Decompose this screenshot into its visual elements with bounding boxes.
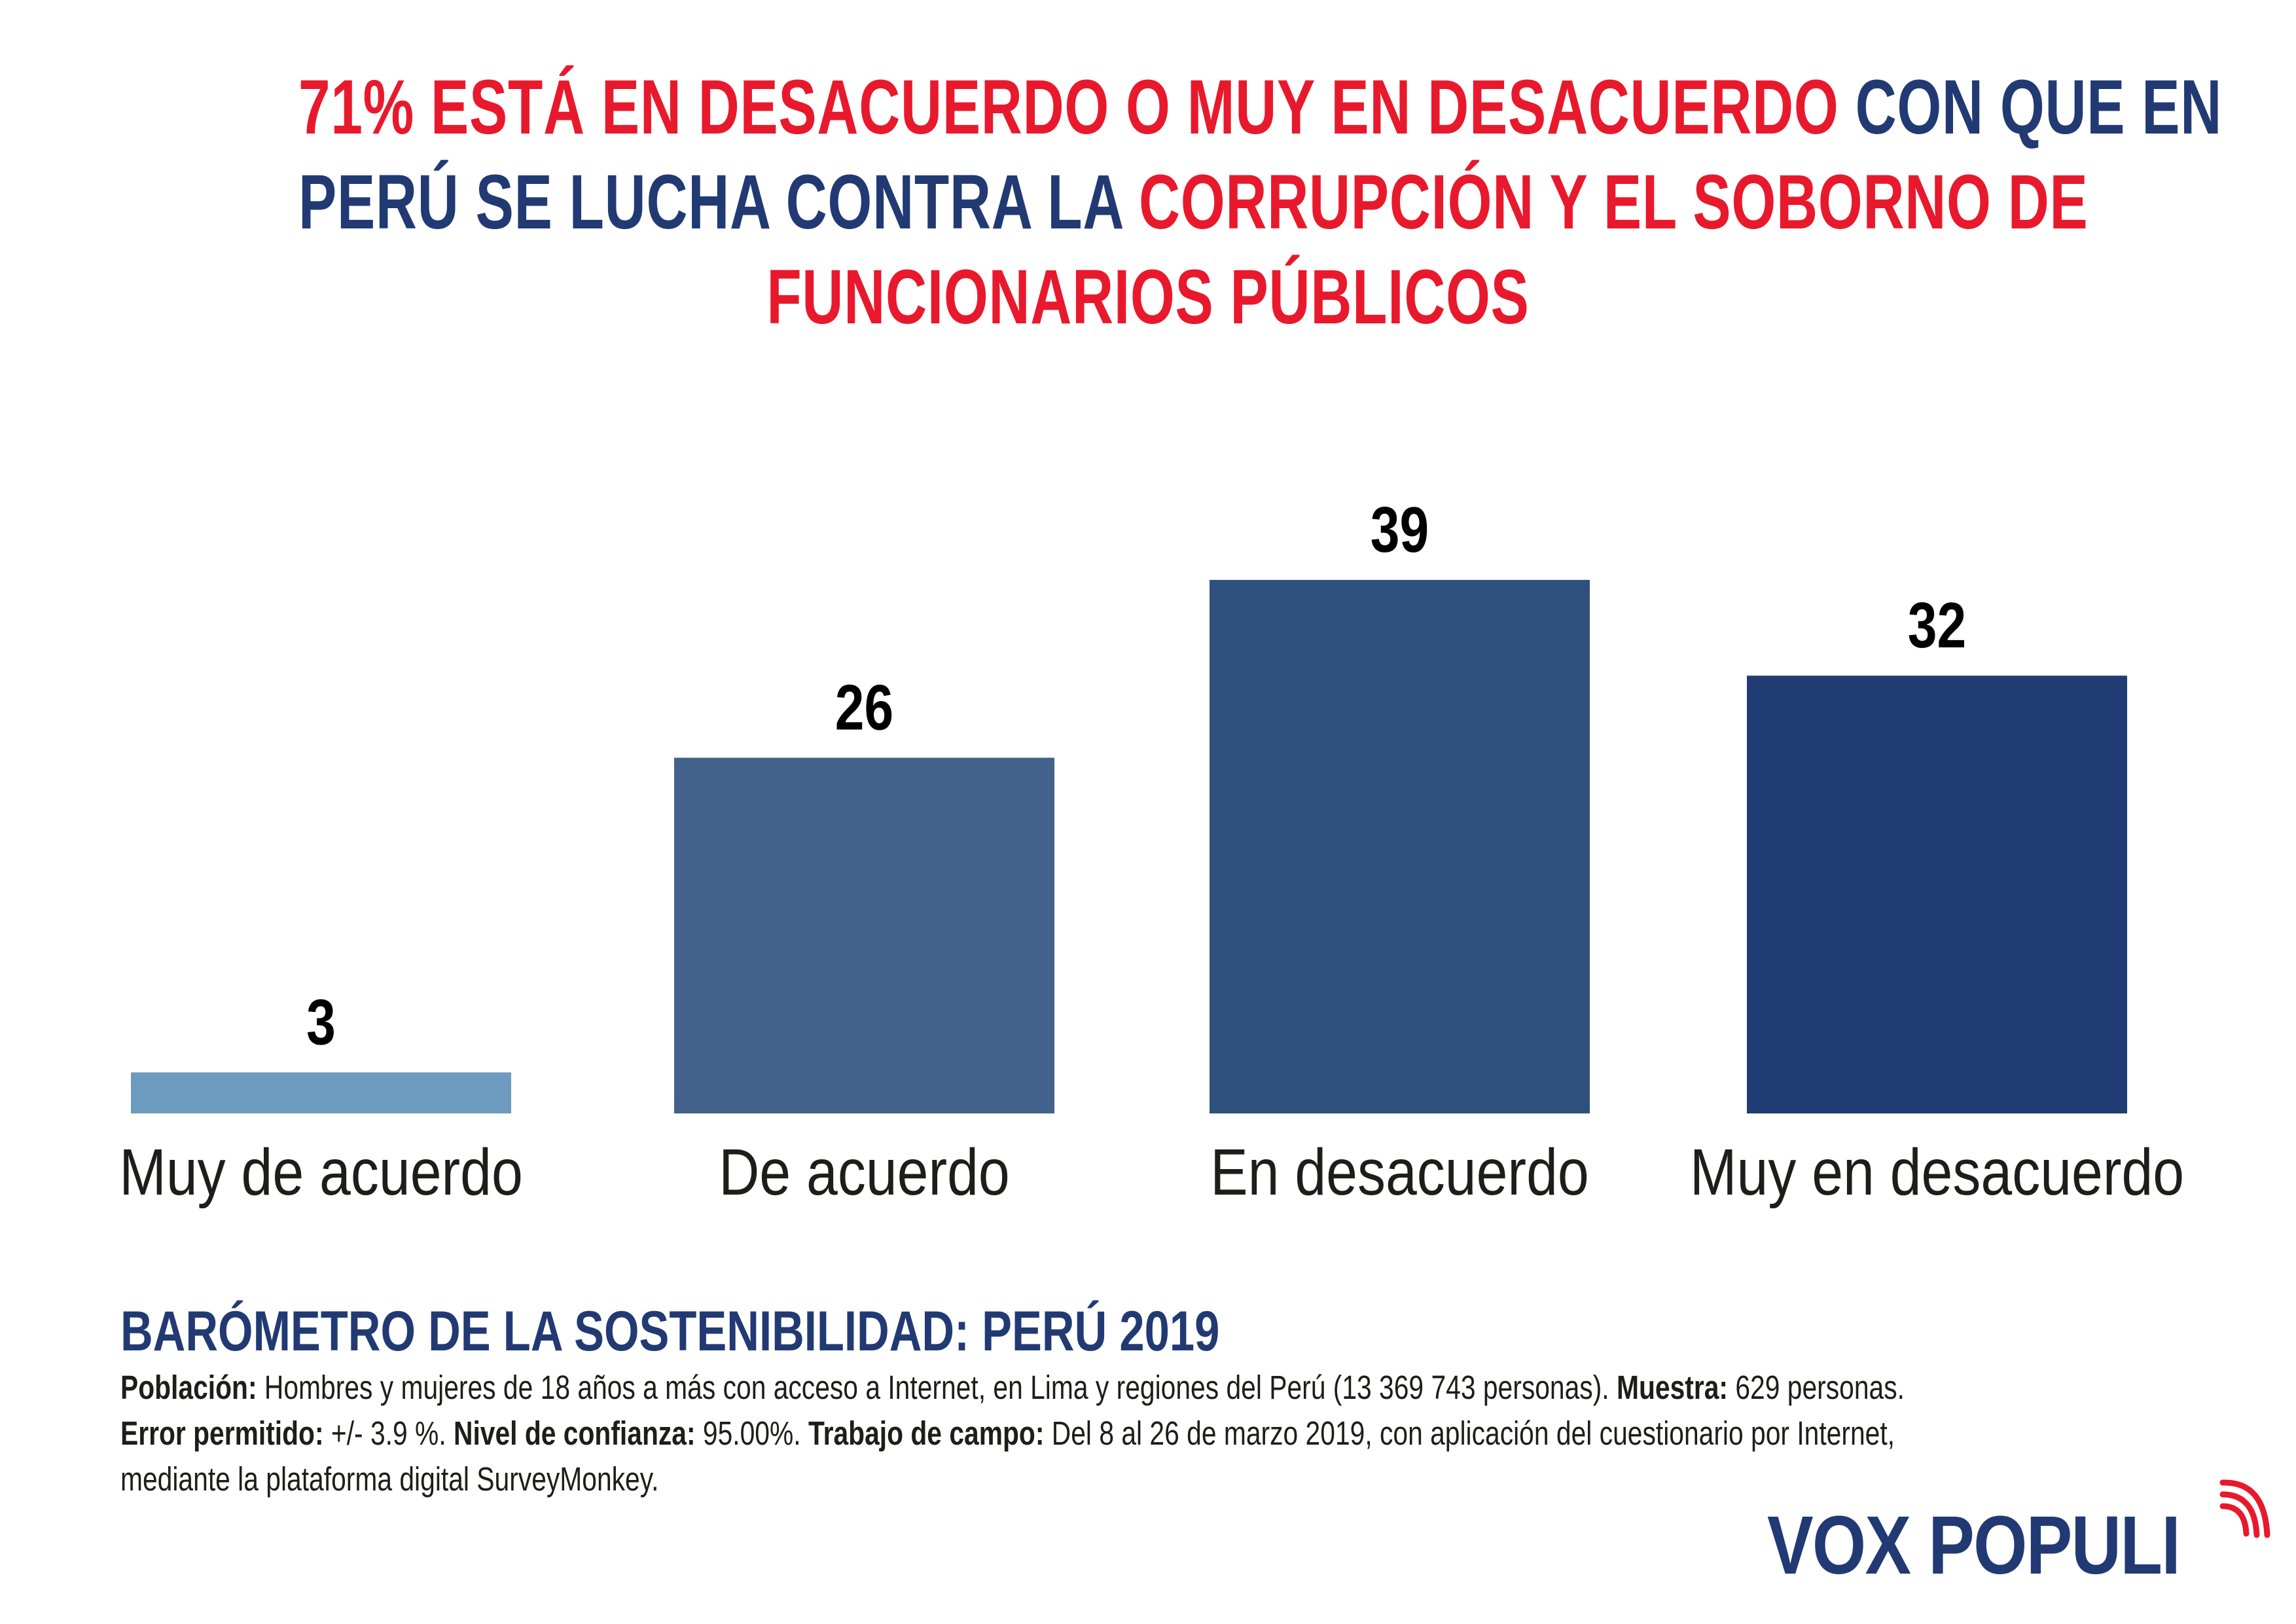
bar-muy-de-acuerdo bbox=[131, 1072, 511, 1113]
value-labels-group: 3 26 39 32 bbox=[306, 494, 1966, 1058]
value-trabajo-campo: Del 8 al 26 de marzo 2019, con aplicació… bbox=[1044, 1415, 1895, 1452]
title-line-3: FUNCIONARIOS PÚBLICOS bbox=[298, 250, 1998, 345]
bar-chart: 3 26 39 32 Muy de acuerdo De acuerdo En desac… bbox=[119, 494, 2184, 1209]
label-muestra: Muestra: bbox=[1616, 1369, 1729, 1406]
bars-group bbox=[131, 579, 2127, 1113]
value-muestra: 629 personas. bbox=[1728, 1369, 1905, 1406]
signal-waves-icon bbox=[2219, 1479, 2270, 1538]
title-line-1: 71% ESTÁ EN DESACUERDO O MUY EN DESACUER… bbox=[298, 60, 2221, 155]
value-label: 32 bbox=[1908, 590, 1966, 661]
chart-title: 71% ESTÁ EN DESACUERDO O MUY EN DESACUER… bbox=[0, 60, 2296, 345]
value-label: 3 bbox=[306, 986, 336, 1058]
title-segment: FUNCIONARIOS PÚBLICOS bbox=[766, 254, 1530, 340]
label-trabajo-campo: Trabajo de campo: bbox=[808, 1415, 1045, 1452]
bar-muy-en-desacuerdo bbox=[1747, 676, 2127, 1113]
category-label: Muy en desacuerdo bbox=[1690, 1136, 2184, 1209]
category-label: En desacuerdo bbox=[1210, 1136, 1588, 1209]
value-label: 39 bbox=[1371, 494, 1429, 565]
category-label: Muy de acuerdo bbox=[119, 1136, 523, 1209]
title-segment: CORRUPCIÓN Y EL SOBORNO DE bbox=[1138, 159, 2089, 245]
title-line-2: PERÚ SE LUCHA CONTRA LA CORRUPCIÓN Y EL … bbox=[298, 155, 2088, 250]
value-confianza: 95.00%. bbox=[695, 1415, 808, 1452]
survey-methodology: Población: Hombres y mujeres de 18 años … bbox=[120, 1365, 2215, 1502]
category-label: De acuerdo bbox=[719, 1136, 1010, 1209]
logo-text: VOX POPULI bbox=[1767, 1499, 2181, 1591]
label-poblacion: Población: bbox=[120, 1369, 257, 1406]
value-error: +/- 3.9 %. bbox=[323, 1415, 454, 1452]
methodology-line-1: Población: Hombres y mujeres de 18 años … bbox=[120, 1365, 2215, 1411]
methodology-line-3: mediante la plataforma digital SurveyMon… bbox=[120, 1456, 2215, 1502]
title-segment: 71% ESTÁ EN DESACUERDO O MUY EN DESACUER… bbox=[298, 64, 1856, 151]
methodology-line-2: Error permitido: +/- 3.9 %. Nivel de con… bbox=[120, 1411, 2215, 1456]
category-labels-group: Muy de acuerdo De acuerdo En desacuerdo Muy… bbox=[119, 1136, 2184, 1209]
label-error: Error permitido: bbox=[120, 1415, 324, 1452]
bar-en-desacuerdo bbox=[1210, 579, 1590, 1113]
label-confianza: Nivel de confianza: bbox=[453, 1415, 696, 1452]
title-segment: PERÚ SE LUCHA CONTRA LA bbox=[298, 159, 1139, 245]
bar-de-acuerdo bbox=[674, 757, 1054, 1113]
value-poblacion: Hombres y mujeres de 18 años a más con a… bbox=[257, 1369, 1617, 1406]
title-segment: CON QUE EN bbox=[1855, 64, 2223, 151]
survey-heading: BARÓMETRO DE LA SOSTENIBILIDAD: PERÚ 201… bbox=[120, 1300, 1220, 1363]
value-plataforma: mediante la plataforma digital SurveyMon… bbox=[120, 1460, 659, 1498]
vox-populi-logo: VOX POPULI bbox=[1767, 1476, 2270, 1591]
value-label: 26 bbox=[835, 672, 893, 743]
